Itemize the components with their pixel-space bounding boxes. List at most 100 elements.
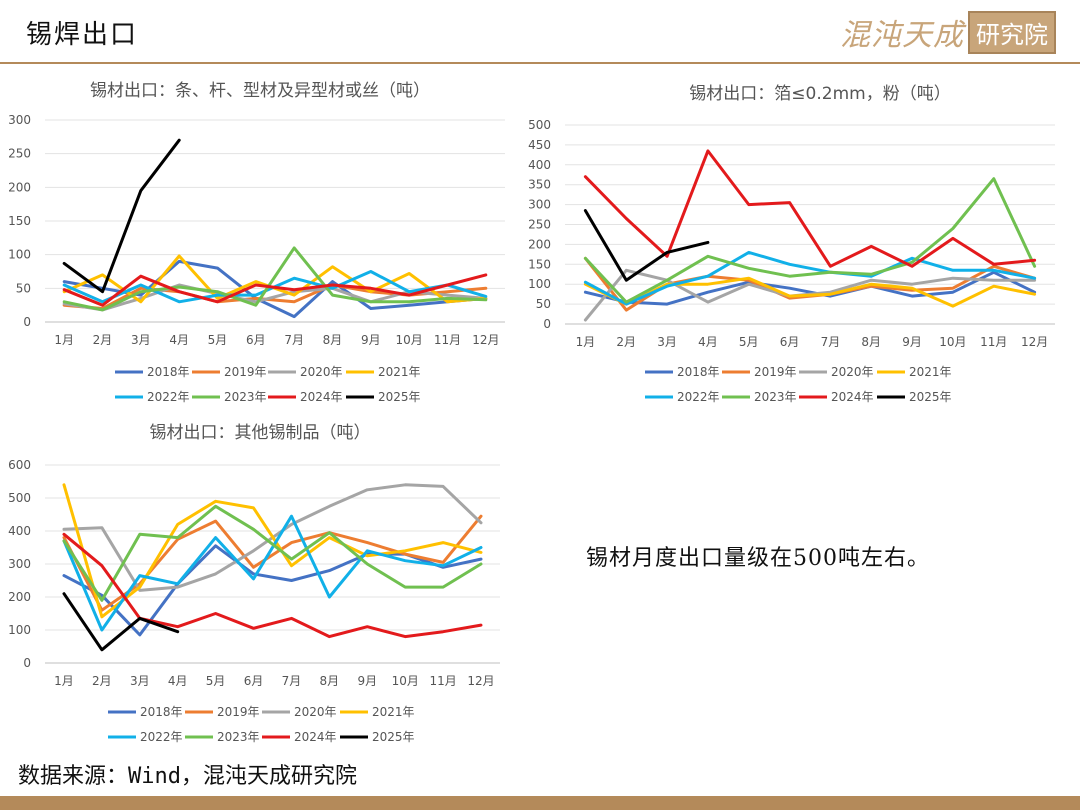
legend-label: 2021年 bbox=[378, 365, 421, 379]
x-tick-label: 9月 bbox=[361, 333, 381, 347]
legend-label: 2022年 bbox=[147, 390, 190, 404]
y-tick-label: 50 bbox=[16, 281, 31, 295]
legend-label: 2022年 bbox=[140, 730, 183, 744]
series-line-2024年 bbox=[62, 273, 488, 307]
y-tick-label: 300 bbox=[8, 113, 31, 127]
y-tick-label: 100 bbox=[528, 277, 551, 291]
x-tick-label: 1月 bbox=[54, 333, 74, 347]
chart-svg: 锡材出口：箔≤0.2mm，粉（吨） 0 50 100 150 200 250 300 350 40… bbox=[528, 84, 1055, 404]
y-tick-label: 400 bbox=[528, 158, 551, 172]
chart-other-tin-products: 锡材出口：其他锡制品（吨） 0 100 200 300 400 500 600 1月 2月 3月 4月… bbox=[0, 410, 520, 755]
y-tick-label: 500 bbox=[8, 491, 31, 505]
chart-title: 锡材出口：条、杆、型材及异型材或丝（吨） bbox=[90, 81, 430, 101]
x-tick-label: 3月 bbox=[657, 335, 677, 349]
series-line-2024年 bbox=[62, 532, 483, 639]
x-tick-label: 3月 bbox=[131, 333, 151, 347]
x-tick-label: 2月 bbox=[93, 333, 113, 347]
x-tick-label: 7月 bbox=[282, 674, 302, 688]
x-tick-label: 11月 bbox=[434, 333, 461, 347]
chart-foil-powder: 锡材出口：箔≤0.2mm，粉（吨） 0 50 100 150 200 250 300 350 40… bbox=[525, 72, 1065, 407]
series-line-2019年 bbox=[62, 514, 483, 612]
legend-label: 2020年 bbox=[300, 365, 343, 379]
x-tick-label: 4月 bbox=[169, 333, 189, 347]
y-tick-label: 250 bbox=[528, 218, 551, 232]
company-logo: 混沌天成 研究院 bbox=[840, 10, 1056, 54]
y-tick-label: 150 bbox=[528, 257, 551, 271]
y-tick-label: 500 bbox=[528, 118, 551, 132]
y-tick-label: 100 bbox=[8, 248, 31, 262]
series-line-2018年 bbox=[583, 270, 1037, 306]
series-line-2025年 bbox=[62, 138, 181, 294]
x-tick-label: 5月 bbox=[206, 674, 226, 688]
x-tick-label: 8月 bbox=[323, 333, 343, 347]
legend-label: 2021年 bbox=[909, 365, 952, 379]
x-tick-label: 11月 bbox=[980, 335, 1007, 349]
x-tick-label: 9月 bbox=[902, 335, 922, 349]
legend-label: 2018年 bbox=[140, 705, 183, 719]
x-tick-label: 2月 bbox=[92, 674, 112, 688]
x-tick-label: 5月 bbox=[208, 333, 228, 347]
x-tick-label: 11月 bbox=[429, 674, 456, 688]
x-tick-label: 3月 bbox=[130, 674, 150, 688]
x-tick-label: 8月 bbox=[320, 674, 340, 688]
legend-label: 2019年 bbox=[224, 365, 267, 379]
chart-title: 锡材出口：箔≤0.2mm，粉（吨） bbox=[689, 84, 950, 104]
y-tick-label: 200 bbox=[528, 237, 551, 251]
legend-label: 2023年 bbox=[224, 390, 267, 404]
legend-label: 2025年 bbox=[372, 730, 415, 744]
header-divider bbox=[0, 62, 1080, 64]
x-tick-label: 8月 bbox=[861, 335, 881, 349]
series-line-2024年 bbox=[583, 149, 1037, 268]
series-line-2023年 bbox=[583, 177, 1037, 304]
x-tick-label: 12月 bbox=[1021, 335, 1048, 349]
y-tick-label: 0 bbox=[543, 317, 551, 331]
y-tick-label: 150 bbox=[8, 214, 31, 228]
legend-label: 2024年 bbox=[300, 390, 343, 404]
x-tick-label: 4月 bbox=[168, 674, 188, 688]
legend-label: 2019年 bbox=[754, 365, 797, 379]
chart-svg: 锡材出口：条、杆、型材及异型材或丝（吨） 0 50 100 150 200 250 300 1月… bbox=[8, 81, 505, 404]
chart-title: 锡材出口：其他锡制品（吨） bbox=[150, 423, 371, 443]
x-tick-label: 5月 bbox=[739, 335, 759, 349]
legend-label: 2020年 bbox=[294, 705, 337, 719]
x-tick-label: 2月 bbox=[616, 335, 636, 349]
x-tick-label: 7月 bbox=[821, 335, 841, 349]
y-tick-label: 100 bbox=[8, 623, 31, 637]
logo-script-text: 混沌天成 bbox=[840, 18, 964, 53]
legend-label: 2023年 bbox=[217, 730, 260, 744]
y-tick-label: 600 bbox=[8, 458, 31, 472]
series-line-2025年 bbox=[62, 592, 180, 652]
y-tick-label: 300 bbox=[528, 198, 551, 212]
x-tick-label: 9月 bbox=[357, 674, 377, 688]
series-line-2023年 bbox=[62, 504, 483, 602]
y-tick-label: 0 bbox=[23, 315, 31, 329]
x-tick-label: 10月 bbox=[939, 335, 966, 349]
x-tick-label: 4月 bbox=[698, 335, 718, 349]
summary-note: 锡材月度出口量级在500吨左右。 bbox=[586, 546, 930, 571]
x-tick-label: 12月 bbox=[467, 674, 494, 688]
series-line-2023年 bbox=[62, 246, 488, 312]
series-line-2022年 bbox=[62, 514, 483, 632]
logo-box-text: 研究院 bbox=[968, 10, 1056, 54]
x-tick-label: 10月 bbox=[396, 333, 423, 347]
legend-label: 2018年 bbox=[147, 365, 190, 379]
chart-svg: 锡材出口：其他锡制品（吨） 0 100 200 300 400 500 600 1月 2月 3月 4月… bbox=[8, 423, 500, 744]
y-tick-label: 350 bbox=[528, 178, 551, 192]
series-line-2025年 bbox=[583, 209, 710, 282]
x-tick-label: 6月 bbox=[246, 333, 266, 347]
series-line-2022年 bbox=[583, 250, 1037, 306]
x-tick-label: 6月 bbox=[780, 335, 800, 349]
x-tick-label: 1月 bbox=[54, 674, 74, 688]
legend-label: 2018年 bbox=[677, 365, 720, 379]
legend-label: 2025年 bbox=[909, 390, 952, 404]
series-line-2021年 bbox=[62, 483, 483, 619]
legend-label: 2024年 bbox=[831, 390, 874, 404]
chart-bars-rods-wire: 锡材出口：条、杆、型材及异型材或丝（吨） 0 50 100 150 200 250 300 1月… bbox=[0, 72, 520, 407]
y-tick-label: 50 bbox=[536, 297, 551, 311]
legend-label: 2024年 bbox=[294, 730, 337, 744]
y-tick-label: 400 bbox=[8, 524, 31, 538]
legend-label: 2025年 bbox=[378, 390, 421, 404]
y-tick-label: 250 bbox=[8, 147, 31, 161]
x-tick-label: 10月 bbox=[392, 674, 419, 688]
x-tick-label: 6月 bbox=[244, 674, 264, 688]
